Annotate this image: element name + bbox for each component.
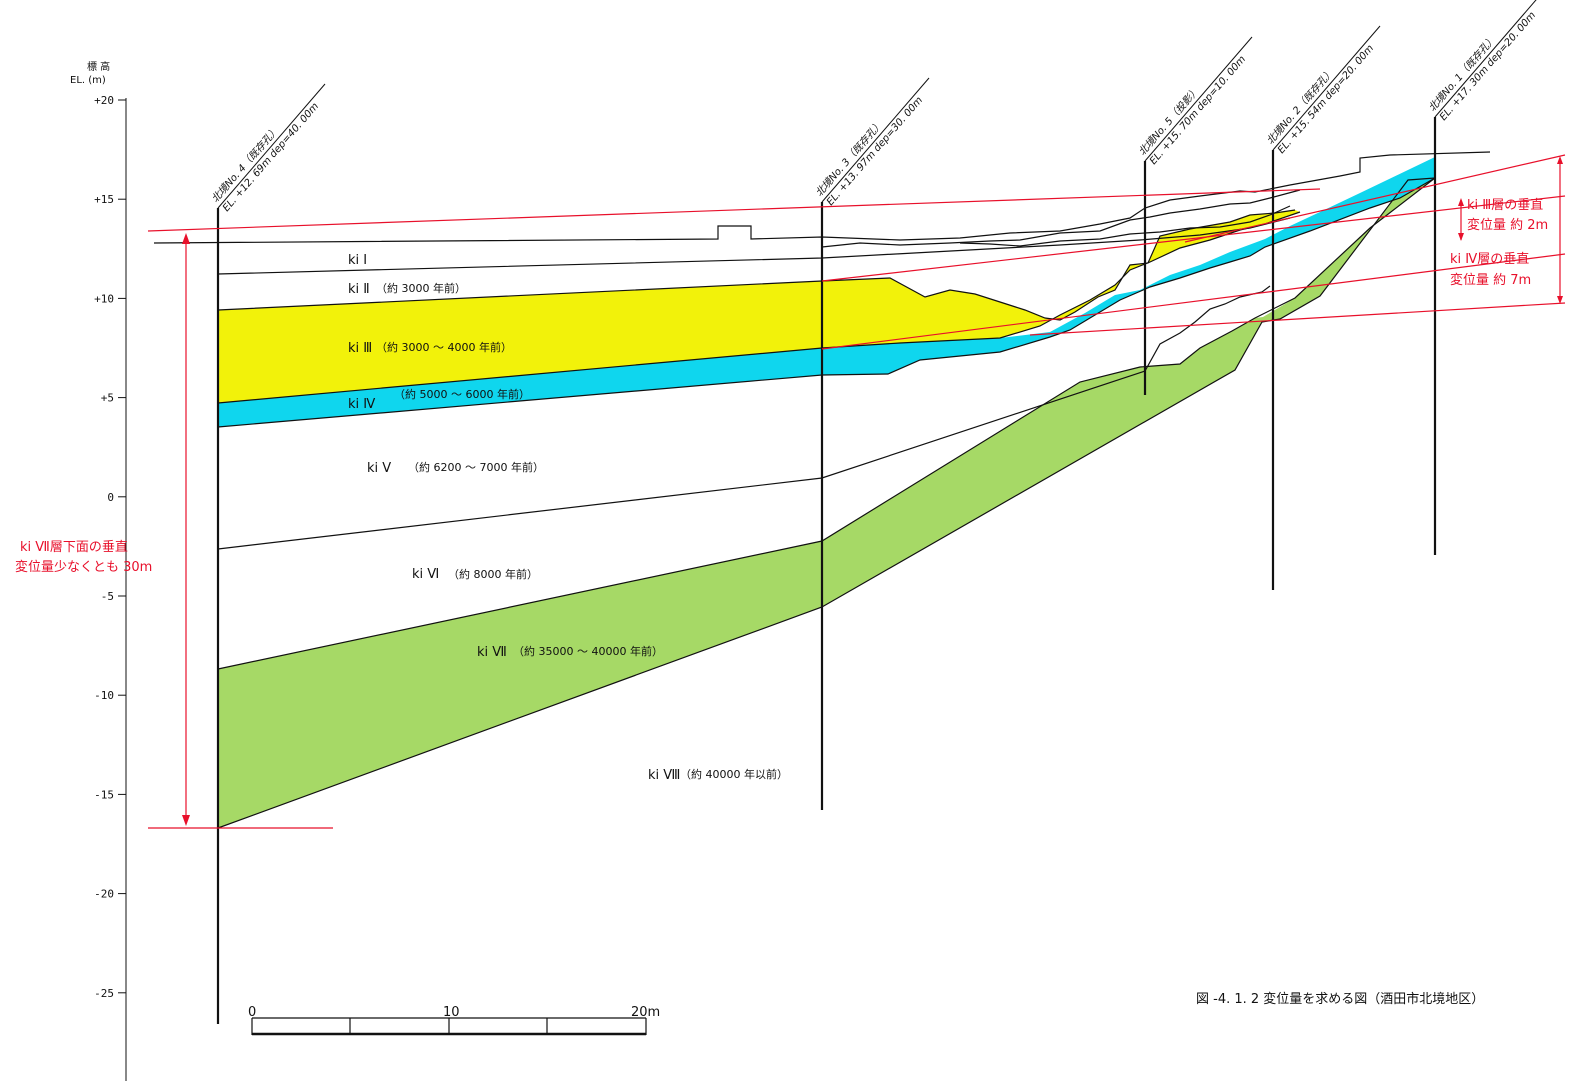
axis-tick-label: -5	[101, 590, 114, 603]
axis-tick-label: +20	[94, 94, 114, 107]
borehole-header-rule	[217, 83, 326, 209]
ki3-offset-lower-line	[1184, 154, 1566, 243]
ki4-ki5-boundary	[217, 177, 1436, 428]
ki6-ki7-boundary	[217, 177, 1436, 670]
label-ki3: ki Ⅲ	[348, 341, 372, 356]
axis-tick-label: -10	[94, 689, 114, 702]
ki3-ki4-boundary	[217, 211, 1301, 404]
axis-tick-label: -20	[94, 888, 114, 901]
displacement-annotation-lines	[147, 154, 1566, 829]
borehole-elevation: EL. +15. 54m dep=20. 00m	[1276, 43, 1376, 156]
age-ki4: （約 5000 ～ 6000 年前）	[394, 387, 530, 401]
age-ki6: （約 8000 年前）	[448, 567, 538, 581]
axis-label-line2: EL. (m)	[70, 75, 106, 86]
layer-ki4-fill	[218, 157, 1435, 427]
label-ki1: ki Ⅰ	[348, 253, 367, 268]
axis-tick-label: -25	[94, 987, 114, 1000]
axis-tick-label: +15	[94, 193, 114, 206]
figure-caption: 図 -4. 1. 2 変位量を求める図（酒田市北境地区）	[1196, 991, 1484, 1007]
borehole-elevation: EL. +13. 97m dep=30. 00m	[825, 95, 925, 208]
label-ki6: ki Ⅵ	[412, 567, 439, 582]
layer-labels: ki Ⅰ ki Ⅱ （約 3000 年前） ki Ⅲ （約 3000 ～ 400…	[348, 253, 788, 783]
ki3-offset-upper-line	[821, 195, 1566, 282]
ki3-annotation-line1: ki Ⅲ層の垂直	[1467, 198, 1543, 213]
axis-tick-label: +5	[101, 392, 114, 405]
borehole-header-rule	[1272, 25, 1381, 151]
axis-tick-label: -15	[94, 788, 114, 801]
ki2-ki3-boundary	[217, 209, 1296, 321]
borehole-elevation: EL. +12. 69m dep=40. 00m	[221, 101, 321, 214]
ground-surface-line	[153, 151, 1491, 244]
layer-ki3-fill	[218, 210, 1300, 403]
ki4-offset-line-2	[1029, 302, 1566, 336]
label-ki2: ki Ⅱ	[348, 282, 370, 297]
borehole-elevation: EL. +17. 30m dep=20. 00m	[1438, 10, 1538, 123]
borehole-2: 北境No. 3（既存孔）EL. +13. 97m dep=30. 00m	[813, 77, 930, 810]
label-ki8: ki Ⅷ	[648, 768, 680, 783]
ki5-ki6-boundary	[217, 285, 1271, 550]
borehole-header-rule	[821, 77, 930, 203]
scale-label-0: 0	[248, 1005, 256, 1020]
elevation-axis: 標 高 EL. (m) +20 +15 +10 +5 0 -5 -10 -15 -20 -25	[70, 60, 127, 1081]
age-ki5: （約 6200 ～ 7000 年前）	[408, 460, 544, 474]
ki3-annotation-line2: 変位量 約 2m	[1467, 217, 1548, 233]
ki4-offset-line	[821, 253, 1566, 350]
ki7-top-reference-line	[147, 188, 1321, 232]
borehole-header-rule	[1434, 0, 1537, 118]
scale-label-10: 10	[443, 1005, 460, 1020]
axis-tick-label: +10	[94, 292, 114, 305]
borehole-elevation: EL. +15. 70m dep=10. 00m	[1148, 54, 1248, 167]
displacement-annotations: ki Ⅲ層の垂直 変位量 約 2m ki Ⅳ層の垂直 変位量 約 7m ki Ⅶ…	[15, 198, 1548, 575]
ki4-annotation-line1: ki Ⅳ層の垂直	[1450, 252, 1529, 267]
age-ki7: （約 35000 ～ 40000 年前）	[513, 644, 663, 658]
age-ki3: （約 3000 ～ 4000 年前）	[376, 340, 512, 354]
age-ki2: （約 3000 年前）	[376, 281, 466, 295]
axis-label-line1: 標 高	[87, 60, 110, 73]
scale-label-20: 20m	[631, 1005, 660, 1020]
age-ki8: （約 40000 年以前）	[680, 767, 788, 781]
label-ki5: ki Ⅴ	[367, 461, 391, 476]
ki4-annotation-line2: 変位量 約 7m	[1450, 272, 1531, 288]
ki7-annotation-line2: 変位量少なくとも 30m	[15, 559, 152, 575]
axis-tick-label: 0	[107, 491, 114, 504]
layer-ki7-fill	[218, 178, 1435, 828]
scale-bar: 0 10 20m	[248, 1005, 660, 1036]
borehole-header-rule	[1144, 36, 1253, 162]
label-ki4: ki Ⅳ	[348, 397, 375, 412]
label-ki7: ki Ⅶ	[477, 645, 507, 660]
ki7-annotation-line1: ki Ⅶ層下面の垂直	[20, 540, 128, 555]
